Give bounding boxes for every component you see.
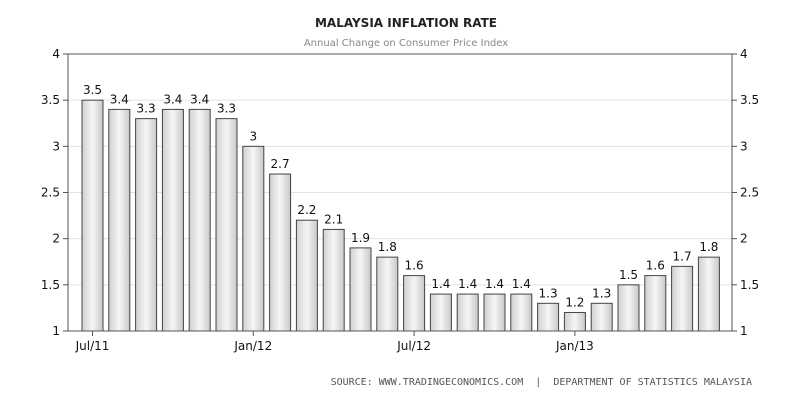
- y-tick-label-left: 3: [52, 139, 60, 153]
- bar-aug-12: [429, 293, 452, 332]
- x-tick-label: Jan/13: [555, 339, 594, 353]
- y-tick-label-right: 1.5: [740, 278, 759, 292]
- data-label: 3.4: [190, 92, 209, 106]
- y-tick-label-right: 2: [740, 232, 748, 246]
- data-label: 1.3: [592, 286, 611, 300]
- x-axis: Jul/11 Jan/12 Jul/12 Jan/13: [75, 331, 594, 353]
- data-label: 1.4: [512, 277, 531, 291]
- bar-mar-13: [617, 284, 640, 332]
- bar-dec-11: [215, 118, 238, 332]
- data-label: 3.4: [110, 92, 129, 106]
- data-label: 3: [249, 129, 257, 143]
- data-label: 1.4: [458, 277, 477, 291]
- bar-apr-13: [644, 275, 667, 332]
- bar-aug-11: [108, 108, 131, 332]
- data-label: 1.3: [539, 286, 558, 300]
- data-label: 3.5: [83, 83, 102, 97]
- chart-title: MALAYSIA INFLATION RATE: [315, 16, 497, 30]
- bar-oct-12: [483, 293, 506, 332]
- y-tick-label-left: 1.5: [41, 278, 60, 292]
- bar-may-12: [349, 247, 372, 332]
- y-tick-label-left: 1: [52, 324, 60, 338]
- bar-nov-12: [510, 293, 533, 332]
- data-label: 1.8: [378, 240, 397, 254]
- y-tick-label-right: 3: [740, 139, 748, 153]
- y-tick-label-left: 3.5: [41, 93, 60, 107]
- y-axis-right: 1 1.5 2 2.5 3 3.5 4: [732, 47, 759, 338]
- data-label: 1.2: [565, 296, 584, 310]
- bar-dec-12: [537, 302, 560, 332]
- y-tick-label-left: 2: [52, 232, 60, 246]
- bar-jan-12: [242, 145, 265, 332]
- data-label: 1.6: [405, 259, 424, 273]
- bar-jul-12: [403, 275, 426, 332]
- bar-nov-11: [188, 108, 211, 332]
- bar-jan-13: [563, 312, 586, 332]
- y-tick-label-right: 4: [740, 47, 748, 61]
- bar-jul-11: [81, 99, 104, 332]
- y-tick-label-right: 3.5: [740, 93, 759, 107]
- y-tick-label-right: 2.5: [740, 186, 759, 200]
- data-label: 1.9: [351, 231, 370, 245]
- x-tick-label: Jan/12: [233, 339, 272, 353]
- data-label: 1.4: [485, 277, 504, 291]
- data-label: 1.7: [673, 249, 692, 263]
- bar-may-13: [671, 265, 694, 332]
- data-label: 3.3: [217, 102, 236, 116]
- y-axis-left: 1 1.5 2 2.5 3 3.5 4: [41, 47, 68, 338]
- bar-sep-12: [456, 293, 479, 332]
- data-label: 1.6: [646, 259, 665, 273]
- bar-sep-11: [135, 118, 158, 332]
- bar-oct-11: [161, 108, 184, 332]
- data-label: 3.3: [137, 102, 156, 116]
- y-tick-label-left: 2.5: [41, 186, 60, 200]
- x-tick-label: Jul/11: [75, 339, 110, 353]
- source-note: SOURCE: WWW.TRADINGECONOMICS.COM | DEPAR…: [331, 377, 752, 388]
- bar-apr-12: [322, 228, 345, 332]
- y-tick-label-left: 4: [52, 47, 60, 61]
- data-labels: 3.5 3.4 3.3 3.4 3.4 3.3 3 2.7 2.2 2.1 1.9 1.8 1.6 1.4…: [83, 83, 718, 309]
- data-label: 2.7: [271, 157, 290, 171]
- bar-mar-12: [295, 219, 318, 332]
- y-tick-label-right: 1: [740, 324, 748, 338]
- bar-jun-12: [376, 256, 399, 332]
- data-label: 2.2: [297, 203, 316, 217]
- bars: [81, 99, 720, 332]
- data-label: 1.4: [431, 277, 450, 291]
- bar-feb-12: [269, 173, 292, 332]
- bar-jun-13: [697, 256, 720, 332]
- bar-feb-13: [590, 302, 613, 332]
- chart-subtitle: Annual Change on Consumer Price Index: [304, 38, 508, 49]
- data-label: 1.5: [619, 268, 638, 282]
- data-label: 3.4: [163, 92, 182, 106]
- data-label: 1.8: [699, 240, 718, 254]
- x-tick-label: Jul/12: [396, 339, 431, 353]
- data-label: 2.1: [324, 212, 343, 226]
